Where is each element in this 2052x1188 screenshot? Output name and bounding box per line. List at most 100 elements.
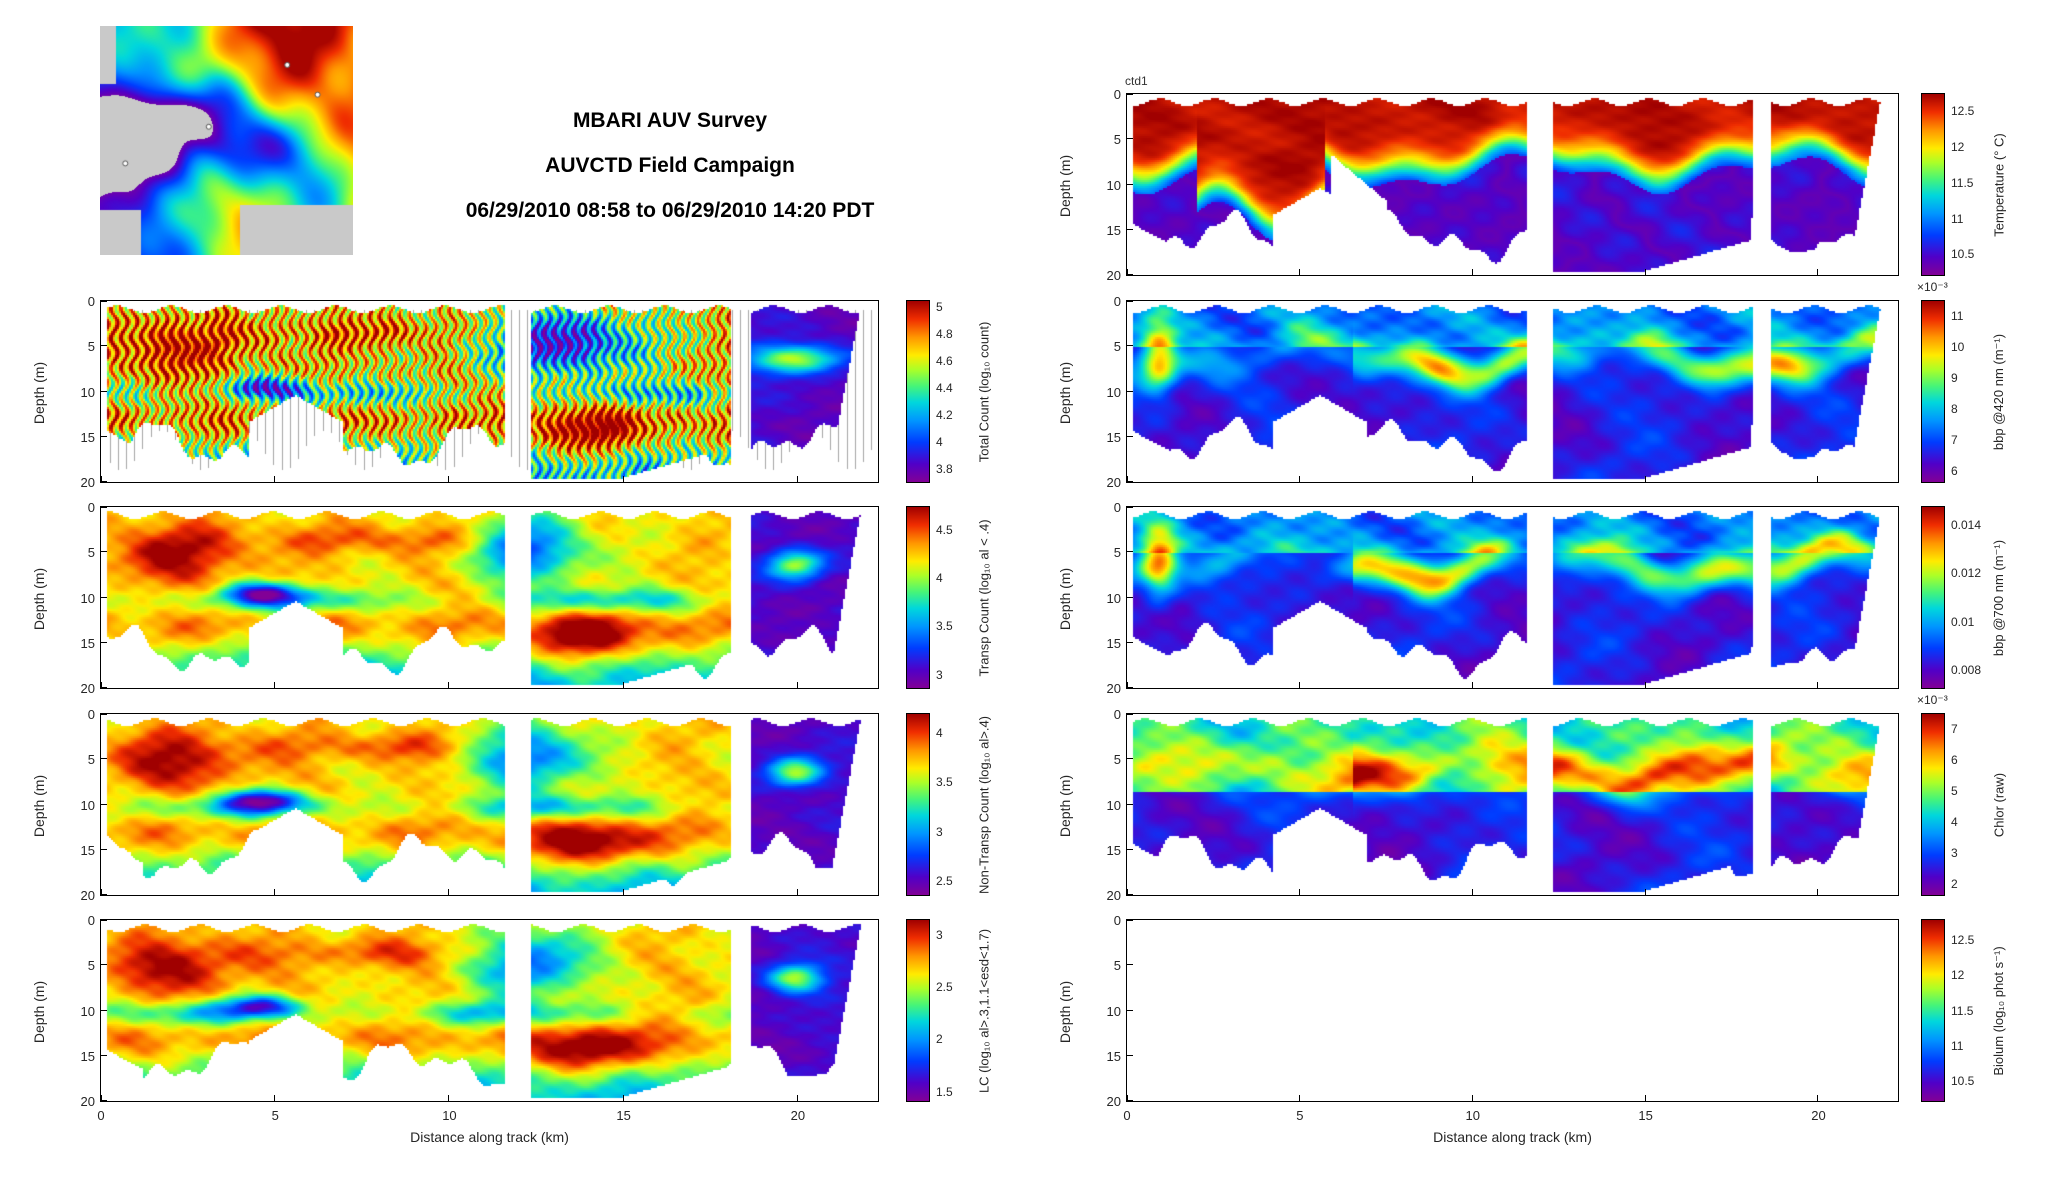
colorbar-tick-label: 6 (1951, 752, 1958, 767)
y-tick-mark (101, 641, 107, 643)
x-tick-mark (1298, 476, 1300, 482)
y-tick-mark (1127, 345, 1133, 347)
y-tick-mark (1127, 390, 1133, 392)
x-tick-mark (622, 476, 624, 482)
panel-temperature: 0 5 10 15 20 Depth (m) ctd1 (1057, 74, 1899, 283)
y-tick-label: 5 (87, 752, 95, 768)
colorbar-tick-label: 4.2 (936, 408, 953, 423)
y-tick-label: 15 (1106, 1048, 1121, 1064)
colorbar-tick-label: 4 (936, 725, 943, 740)
colorbar-label-bbp420: bbp @420 nm (m⁻¹) (1991, 333, 2006, 450)
y-tick-label: 10 (80, 797, 95, 813)
colorbar-tick-label: 10.5 (1951, 247, 1975, 262)
x-tick-mark (1644, 476, 1646, 482)
colorbar-tick-label: 2.5 (936, 874, 953, 889)
x-axis-label: Distance along track (km) (1433, 1129, 1592, 1145)
colorbar-tick-label: 0.008 (1951, 662, 1982, 677)
x-tick-mark (274, 682, 276, 688)
heatmap-chlor (1127, 714, 1898, 895)
y-tick-mark (101, 551, 107, 553)
y-tick-mark (101, 481, 107, 482)
y-tick-label: 15 (80, 635, 95, 651)
x-tick-mark (1471, 476, 1473, 482)
x-tick-label: 5 (1296, 1108, 1304, 1123)
y-tick-label: 5 (1113, 339, 1121, 355)
heatmap-bbp420 (1127, 301, 1898, 482)
x-tick-label: 20 (1811, 1108, 1826, 1123)
y-tick-mark (101, 920, 107, 921)
y-tick-label: 20 (80, 475, 95, 490)
x-tick-mark (622, 1095, 624, 1101)
x-tick-mark (448, 889, 450, 895)
colorbar-tick-label: 11 (1951, 1038, 1964, 1053)
y-tick-mark (1127, 1009, 1133, 1011)
colorbar-tick-label: 4 (1951, 814, 1958, 829)
panel-total-count: 0 5 10 15 20 Depth (m) (31, 294, 879, 490)
x-tick-mark (274, 889, 276, 895)
y-axis-label: Depth (m) (31, 361, 47, 424)
y-tick-mark (1127, 848, 1133, 850)
x-tick-label: 0 (1123, 1108, 1131, 1123)
panel-lc: 0 5 10 15 20 0 5 10 15 20 Depth (m) Distance along … (31, 913, 879, 1145)
heatmap-temperature (1127, 94, 1898, 275)
y-tick-label: 0 (87, 294, 95, 309)
colorbar-label-total-count: Total Count (log₁₀ count) (976, 321, 992, 462)
y-tick-mark (101, 758, 107, 760)
y-tick-mark (101, 1100, 107, 1101)
colorbar-tick-label: 5 (1951, 783, 1958, 798)
x-tick-mark (1298, 682, 1300, 688)
y-tick-mark (101, 435, 107, 437)
y-tick-label: 20 (1106, 268, 1121, 283)
y-tick-mark (1127, 183, 1133, 185)
y-tick-mark (101, 803, 107, 805)
x-tick-mark (1127, 682, 1128, 688)
y-tick-label: 0 (1113, 500, 1121, 515)
x-tick-mark (1644, 682, 1646, 688)
y-tick-mark (1127, 551, 1133, 553)
colorbar-tick-label: 0.01 (1951, 614, 1975, 629)
x-tick-mark (101, 889, 102, 895)
x-axis-label: Distance along track (km) (410, 1129, 569, 1145)
y-axis-label: Depth (m) (1057, 567, 1073, 630)
y-axis-label: Depth (m) (31, 567, 47, 630)
colorbar-label-bbp700: bbp @700 nm (m⁻¹) (1991, 539, 2006, 656)
x-tick-mark (101, 682, 102, 688)
x-tick-mark (448, 476, 450, 482)
x-tick-label: 5 (271, 1108, 279, 1123)
colorbar-tick-label: 6 (1951, 463, 1958, 478)
y-tick-label: 20 (1106, 1094, 1121, 1109)
colorbar-tick-label: 11.5 (1951, 1003, 1974, 1018)
x-tick-mark (1644, 1095, 1646, 1101)
y-axis-label: Depth (m) (31, 774, 47, 837)
panel-bbp700: 0 5 10 15 20 Depth (m) (1057, 500, 1899, 696)
x-tick-label: 10 (1465, 1108, 1480, 1123)
y-tick-label: 15 (1106, 222, 1121, 238)
colorbar-tick-label: 3 (936, 667, 943, 682)
y-tick-mark (1127, 435, 1133, 437)
y-tick-label: 5 (1113, 752, 1121, 768)
colorbar-transp-count (906, 506, 930, 689)
y-tick-label: 5 (1113, 132, 1121, 148)
title-line-1: MBARI AUV Survey (572, 109, 768, 132)
y-tick-label: 15 (1106, 635, 1121, 651)
y-tick-mark (101, 848, 107, 850)
colorbar-non-transp-count (906, 713, 930, 896)
colorbar-tick-label: 10.5 (1951, 1073, 1975, 1088)
colorbar-lc (906, 919, 930, 1102)
x-tick-mark (796, 476, 798, 482)
y-tick-mark (1127, 274, 1133, 275)
colorbar-tick-label: 4.6 (936, 354, 953, 368)
x-tick-mark (1127, 889, 1128, 895)
colorbar-tick-label: 3.5 (936, 775, 953, 790)
y-tick-label: 15 (80, 1048, 95, 1064)
x-tick-mark (796, 682, 798, 688)
heatmap-transp-count (101, 507, 878, 688)
x-tick-mark (1644, 269, 1646, 275)
y-tick-label: 10 (1106, 590, 1121, 606)
colorbar-tick-label: 2 (1951, 876, 1958, 891)
x-tick-mark (274, 476, 276, 482)
y-tick-mark (1127, 964, 1133, 966)
title-line-2: AUVCTD Field Campaign (545, 154, 795, 177)
colorbar-tick-label: 4.5 (936, 523, 953, 538)
colorbar-tick-label: 5 (936, 299, 943, 314)
